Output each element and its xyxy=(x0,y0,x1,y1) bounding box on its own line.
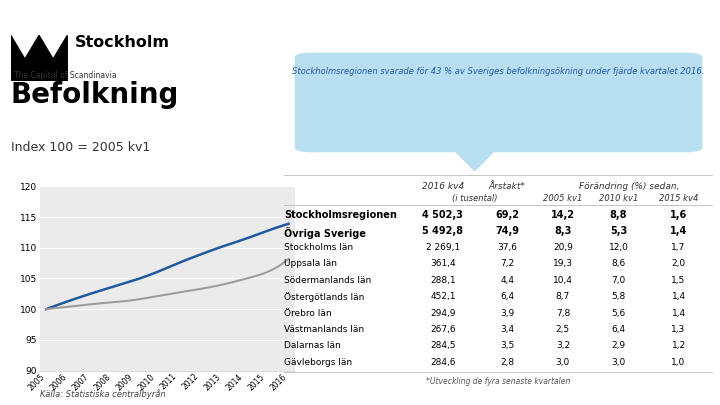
Text: Stockholm: Stockholm xyxy=(76,34,171,49)
Text: 5,8: 5,8 xyxy=(611,292,626,301)
Text: 2016 kv4: 2016 kv4 xyxy=(422,181,464,191)
Text: 288,1: 288,1 xyxy=(430,276,456,285)
Text: 12,0: 12,0 xyxy=(608,243,629,252)
Text: 1,5: 1,5 xyxy=(672,276,685,285)
Text: 8,3: 8,3 xyxy=(554,226,572,237)
Text: 2015 kv4: 2015 kv4 xyxy=(659,194,698,203)
Text: 6,4: 6,4 xyxy=(500,292,514,301)
Text: 2,0: 2,0 xyxy=(672,259,685,269)
Text: 7,0: 7,0 xyxy=(611,276,626,285)
Text: (i tusental): (i tusental) xyxy=(452,194,498,203)
Text: 3,2: 3,2 xyxy=(556,341,570,350)
Text: 284,5: 284,5 xyxy=(430,341,456,350)
Text: 3,5: 3,5 xyxy=(500,341,514,350)
Text: Övriga Sverige: Övriga Sverige xyxy=(284,226,366,239)
Text: Index 100 = 2005 kv1: Index 100 = 2005 kv1 xyxy=(11,141,150,154)
Text: 267,6: 267,6 xyxy=(430,325,456,334)
Text: 452,1: 452,1 xyxy=(430,292,456,301)
Text: 10,4: 10,4 xyxy=(553,276,573,285)
Text: Stockholms län: Stockholms län xyxy=(284,243,354,252)
Text: 4,4: 4,4 xyxy=(500,276,514,285)
Polygon shape xyxy=(11,36,67,81)
Text: 294,9: 294,9 xyxy=(430,309,456,318)
Text: 69,2: 69,2 xyxy=(495,210,519,220)
Text: Förändring (%) sedan,: Förändring (%) sedan, xyxy=(579,181,680,191)
Text: Stockholmsregionen: Stockholmsregionen xyxy=(284,210,397,220)
Polygon shape xyxy=(451,147,498,172)
Text: 2,8: 2,8 xyxy=(500,358,514,367)
Text: Befolkning: Befolkning xyxy=(11,81,179,109)
Text: 3,0: 3,0 xyxy=(611,358,626,367)
Text: Gävleborgs län: Gävleborgs län xyxy=(284,358,353,367)
Text: 6,4: 6,4 xyxy=(611,325,626,334)
Text: 7,2: 7,2 xyxy=(500,259,514,269)
FancyBboxPatch shape xyxy=(294,53,703,152)
Text: Källa: Statistiska centralbyrån: Källa: Statistiska centralbyrån xyxy=(40,389,165,399)
Text: Stockholmsregionen svarade för 43 % av Sveriges befolkningsökning under fjärde k: Stockholmsregionen svarade för 43 % av S… xyxy=(292,67,705,76)
Text: 37,6: 37,6 xyxy=(498,243,517,252)
Text: Örebro län: Örebro län xyxy=(284,309,332,318)
Text: Dalarnas län: Dalarnas län xyxy=(284,341,341,350)
Text: Östergötlands län: Östergötlands län xyxy=(284,292,365,302)
Text: 1,3: 1,3 xyxy=(672,325,685,334)
Text: 20,9: 20,9 xyxy=(553,243,573,252)
Text: 2 269,1: 2 269,1 xyxy=(426,243,460,252)
Text: 5 492,8: 5 492,8 xyxy=(423,226,464,237)
Text: 361,4: 361,4 xyxy=(430,259,456,269)
Text: 19,3: 19,3 xyxy=(553,259,573,269)
Text: Uppsala län: Uppsala län xyxy=(284,259,338,269)
Text: 8,8: 8,8 xyxy=(610,210,627,220)
Text: 8,6: 8,6 xyxy=(611,259,626,269)
Text: 1,0: 1,0 xyxy=(672,358,685,367)
Text: 1,7: 1,7 xyxy=(672,243,685,252)
Text: 1,6: 1,6 xyxy=(670,210,687,220)
Text: 1,4: 1,4 xyxy=(672,292,685,301)
Text: 14,2: 14,2 xyxy=(551,210,575,220)
Text: 3,0: 3,0 xyxy=(556,358,570,367)
Text: 1,2: 1,2 xyxy=(672,341,685,350)
Text: Årstakt*: Årstakt* xyxy=(489,181,526,191)
Text: 5,6: 5,6 xyxy=(611,309,626,318)
Text: 74,9: 74,9 xyxy=(495,226,519,237)
Text: 3,9: 3,9 xyxy=(500,309,514,318)
Text: 284,6: 284,6 xyxy=(430,358,456,367)
Text: 3,4: 3,4 xyxy=(500,325,514,334)
Text: 2,5: 2,5 xyxy=(556,325,570,334)
Text: *Utveckling de fyra senaste kvartalen: *Utveckling de fyra senaste kvartalen xyxy=(426,377,571,386)
Text: Södermanlands län: Södermanlands län xyxy=(284,276,372,285)
Text: 2005 kv1: 2005 kv1 xyxy=(543,194,582,203)
Text: 1,4: 1,4 xyxy=(672,309,685,318)
Text: 7,8: 7,8 xyxy=(556,309,570,318)
Text: The Capital of Scandinavia: The Capital of Scandinavia xyxy=(14,71,117,80)
Text: 1,4: 1,4 xyxy=(670,226,687,237)
Text: 2,9: 2,9 xyxy=(611,341,626,350)
Text: Västmanlands län: Västmanlands län xyxy=(284,325,364,334)
Text: 2010 kv1: 2010 kv1 xyxy=(599,194,638,203)
Text: 5,3: 5,3 xyxy=(610,226,627,237)
Text: 8,7: 8,7 xyxy=(556,292,570,301)
Text: 4 502,3: 4 502,3 xyxy=(423,210,464,220)
